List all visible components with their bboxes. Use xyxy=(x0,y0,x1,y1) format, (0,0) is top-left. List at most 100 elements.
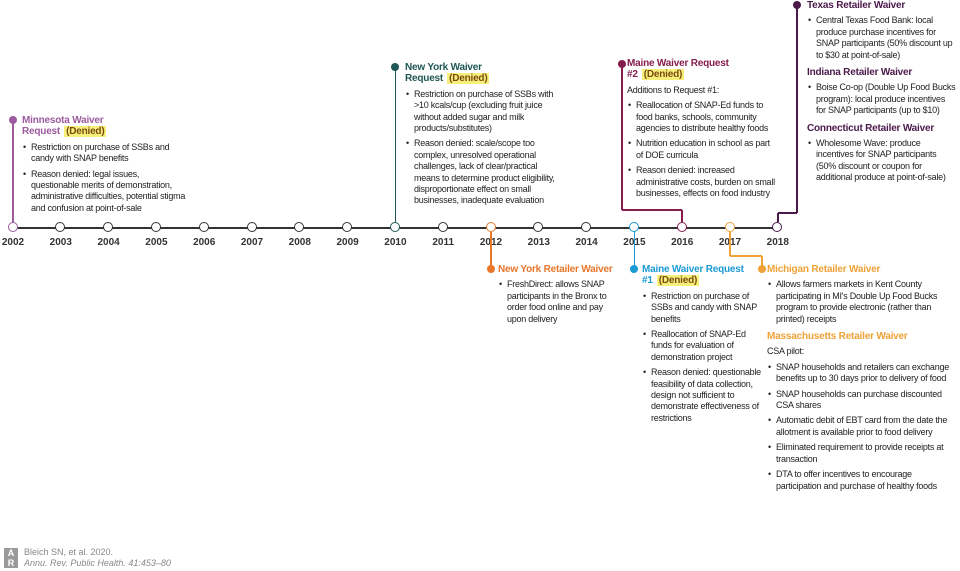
connector-line xyxy=(12,120,14,222)
minnesota-waiver-block: Minnesota Waiver Request(Denied) Restrict… xyxy=(22,115,187,220)
year-marker xyxy=(150,222,161,232)
year-label: 2016 xyxy=(671,237,694,248)
year-label: 2007 xyxy=(240,237,264,248)
citation-line-1: Bleich SN, et al. 2020. xyxy=(24,547,114,557)
event-bullet: Restriction on purchase of SSBs with >10… xyxy=(405,89,565,135)
event-bullet: Reason denied: legal issues, questionabl… xyxy=(22,169,187,215)
connector-line xyxy=(761,256,763,269)
event-bullet: FreshDirect: allows SNAP participants in… xyxy=(498,279,618,325)
event-dot xyxy=(793,1,801,9)
year-label: 2005 xyxy=(145,237,168,248)
event-bullet: Reason denied: increased administrative … xyxy=(627,165,777,199)
year-label: 2003 xyxy=(49,237,72,248)
year-marker xyxy=(533,222,544,232)
event-title-text: Michigan Retailer Waiver xyxy=(767,264,881,275)
event-section: Indiana Retailer Waiver Boise Co-op (Doub… xyxy=(807,67,957,117)
year-marker xyxy=(581,222,592,232)
new-york-waiver-block: New York Waiver Request(Denied) Restricti… xyxy=(405,62,565,213)
maine-waiver-2-block: Maine Waiver Request #2 (Denied) Additions… xyxy=(627,58,777,205)
denied-badge: (Denied) xyxy=(641,69,685,81)
event-title: Connecticut Retailer Waiver xyxy=(807,123,957,134)
event-title: Texas Retailer Waiver xyxy=(807,0,957,11)
year-marker xyxy=(342,222,353,232)
year-marker xyxy=(7,222,18,232)
event-title-text: New York Retailer Waiver xyxy=(498,264,613,275)
new-york-retailer-waiver-block: New York Retailer Waiver FreshDirect: all… xyxy=(498,264,618,331)
event-title-text: Connecticut Retailer Waiver xyxy=(807,122,935,134)
event-section: Texas Retailer Waiver Central Texas Food … xyxy=(807,0,957,61)
maine-waiver-1-block: Maine Waiver Request #1(Denied) Restricti… xyxy=(642,264,764,430)
event-section: New York Waiver Request(Denied) Restricti… xyxy=(405,62,565,207)
event-title-text: Minnesota Waiver Request xyxy=(22,115,104,138)
event-bullet: Reason denied: questionable feasibility … xyxy=(642,367,764,424)
year-label: 2014 xyxy=(575,237,598,248)
event-bullet: DTA to offer incentives to encourage par… xyxy=(767,469,959,492)
year-marker xyxy=(628,222,639,232)
connector-line xyxy=(622,209,683,211)
year-marker xyxy=(246,222,257,232)
event-bullet: Wholesome Wave: produce incentives for S… xyxy=(807,138,957,184)
event-title-text: Maine Waiver Request #1 xyxy=(642,264,744,287)
event-title: Massachusetts Retailer Waiver xyxy=(767,331,959,342)
connector-line xyxy=(729,232,731,256)
connector-line xyxy=(633,232,636,269)
event-bullet: Reallocation of SNAP-Ed funds to food ba… xyxy=(627,100,777,134)
event-intro: Additions to Request #1: xyxy=(627,84,720,95)
connector-line xyxy=(621,64,623,210)
event-section: Michigan Retailer Waiver Allows farmers m… xyxy=(767,264,959,325)
year-label: 2008 xyxy=(288,237,311,248)
connector-line xyxy=(681,210,683,222)
citation-line-2: Annu. Rev. Public Health. 41:453–80 xyxy=(24,558,171,568)
year-label: 2018 xyxy=(766,237,789,248)
connector-line xyxy=(777,213,779,222)
event-bullet: Nutrition education in school as part of… xyxy=(627,138,777,161)
event-title-text: New York Waiver Request xyxy=(405,62,482,85)
event-title: New York Waiver Request (Denied) xyxy=(405,62,565,85)
year-marker xyxy=(676,222,687,232)
event-title-text: Texas Retailer Waiver xyxy=(807,0,906,11)
year-marker xyxy=(103,222,114,232)
event-bullet: SNAP households can purchase discounted … xyxy=(767,389,959,412)
connector-line xyxy=(796,5,798,213)
event-section: New York Retailer Waiver FreshDirect: all… xyxy=(498,264,618,325)
connector-line xyxy=(394,67,397,222)
connector-line xyxy=(777,212,797,214)
event-dot xyxy=(758,265,766,273)
event-dot xyxy=(9,116,17,124)
year-marker xyxy=(724,222,735,232)
event-dot xyxy=(487,265,495,273)
denied-badge: (Denied) xyxy=(447,73,490,85)
year-label: 2010 xyxy=(384,237,407,248)
event-bullet: Eliminated requirement to provide receip… xyxy=(767,442,959,465)
event-bullet: Reason denied: scale/scope too complex, … xyxy=(405,138,565,206)
connector-line xyxy=(490,232,492,269)
texas-indiana-connecticut-waiver-block: Texas Retailer Waiver Central Texas Food … xyxy=(807,0,957,190)
event-title-text: Massachusetts Retailer Waiver xyxy=(767,331,908,343)
event-section: Maine Waiver Request #2 (Denied) Additions… xyxy=(627,58,777,199)
denied-badge: (Denied) xyxy=(64,126,107,138)
year-marker xyxy=(55,222,66,232)
event-intro: CSA pilot: xyxy=(767,346,805,357)
event-title: Minnesota Waiver Request (Denied) xyxy=(22,115,187,138)
event-dot xyxy=(630,265,639,273)
year-marker xyxy=(294,222,305,232)
year-label: 2006 xyxy=(193,237,216,248)
event-title: Maine Waiver Request #2 (Denied) xyxy=(627,58,777,81)
year-label: 2004 xyxy=(97,237,120,248)
event-section: Minnesota Waiver Request(Denied) Restrict… xyxy=(22,115,187,214)
event-dot xyxy=(391,63,400,71)
event-section: Massachusetts Retailer Waiver CSA pilot: S… xyxy=(767,331,959,492)
event-section: Maine Waiver Request #1(Denied) Restricti… xyxy=(642,264,764,424)
event-bullet: Reallocation of SNAP-Ed funds for evalua… xyxy=(642,329,764,363)
year-marker xyxy=(437,222,448,232)
event-bullet: Allows farmers markets in Kent County pa… xyxy=(767,279,959,325)
denied-badge: (Denied) xyxy=(656,275,700,287)
year-label: 2009 xyxy=(336,237,359,248)
event-bullet: Boise Co-op (Double Up Food Bucks progra… xyxy=(807,82,957,116)
year-marker xyxy=(198,222,209,232)
event-bullet: Restriction on purchase of SSBs and cand… xyxy=(22,142,187,165)
event-title-text: Maine Waiver Request #2 xyxy=(627,58,729,81)
year-label: 2013 xyxy=(527,237,550,248)
